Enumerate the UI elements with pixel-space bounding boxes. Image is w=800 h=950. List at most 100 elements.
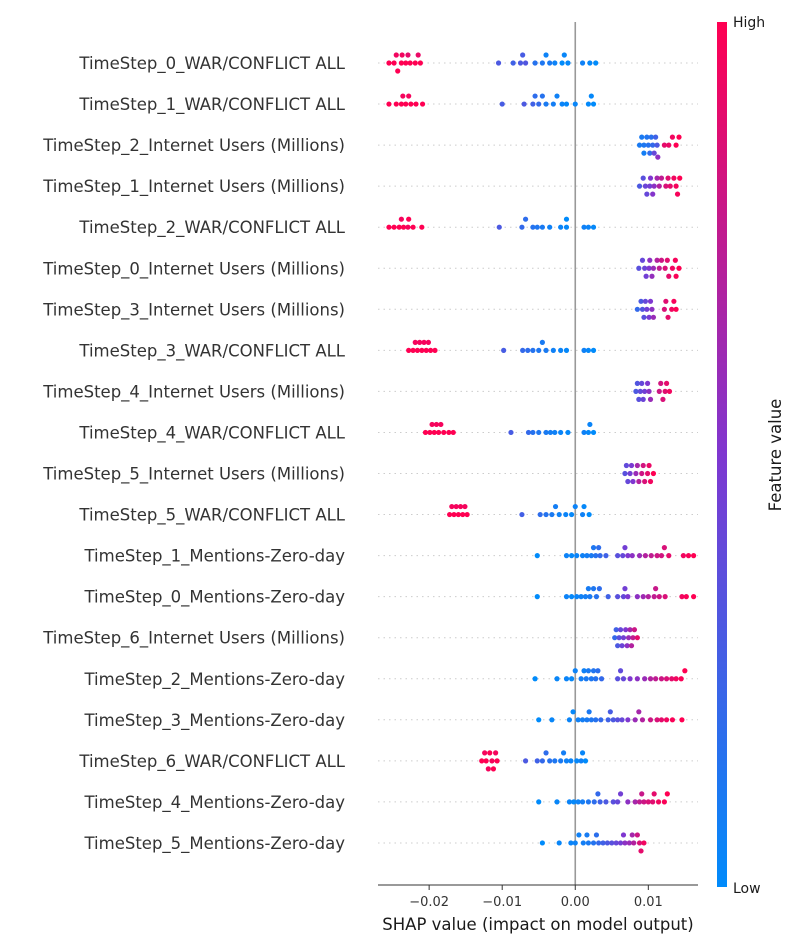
shap-point: [552, 60, 558, 66]
shap-point: [615, 553, 621, 559]
shap-point: [559, 101, 565, 107]
shap-point: [522, 758, 529, 764]
shap-point: [495, 60, 502, 66]
shap-point: [536, 799, 542, 805]
colorbar-high-label: High: [733, 15, 765, 31]
shap-point: [585, 347, 592, 353]
shap-point: [641, 314, 647, 320]
shap-point: [620, 594, 627, 600]
shap-point: [558, 224, 564, 230]
shap-point: [433, 421, 440, 428]
shap-point: [588, 553, 594, 559]
shap-point: [646, 314, 652, 320]
shap-point: [549, 511, 555, 518]
shap-point: [662, 388, 668, 394]
shap-point: [585, 586, 592, 592]
shap-point: [563, 511, 569, 518]
shap-point: [587, 60, 593, 66]
shap-point: [644, 306, 650, 312]
points-layer: [386, 52, 697, 854]
shap-point: [613, 840, 619, 846]
x-tick-label: 0.00: [561, 895, 590, 910]
shap-point: [429, 421, 435, 428]
feature-label: TimeStep_5_WAR/CONFLICT ALL: [78, 506, 345, 526]
shap-point: [578, 676, 584, 682]
shap-point: [520, 52, 526, 58]
shap-point: [639, 717, 646, 723]
shap-point: [640, 396, 646, 402]
shap-point: [536, 717, 542, 723]
shap-point: [483, 758, 489, 764]
shap-point: [579, 750, 586, 756]
shap-point: [677, 175, 683, 181]
shap-point: [413, 101, 419, 107]
shap-point: [593, 594, 600, 600]
feature-label: TimeStep_3_Internet Users (Millions): [42, 300, 345, 320]
shap-point: [673, 183, 679, 189]
shap-point: [578, 594, 584, 600]
shap-point: [595, 791, 601, 797]
shap-point: [669, 265, 676, 271]
shap-point: [536, 347, 542, 353]
shap-point: [446, 429, 452, 436]
shap-point: [547, 60, 553, 66]
shap-point: [568, 758, 574, 764]
shap-point: [579, 799, 586, 805]
shap-point: [510, 60, 516, 66]
shap-point: [410, 224, 416, 230]
shap-point: [676, 265, 682, 271]
shap-point: [640, 594, 646, 600]
shap-point: [642, 553, 648, 559]
feature-label: TimeStep_5_Internet Users (Millions): [42, 465, 345, 485]
shap-point: [658, 676, 665, 682]
shap-point: [558, 758, 564, 764]
shap-point: [685, 553, 692, 559]
shap-point: [525, 347, 531, 353]
shap-point: [667, 183, 673, 189]
shap-point: [596, 586, 602, 592]
x-ticks: −0.02 −0.01 0.00 0.01: [409, 885, 663, 910]
shap-point: [650, 799, 656, 805]
shap-point: [615, 643, 621, 649]
shap-point: [615, 594, 621, 600]
shap-point: [642, 676, 648, 682]
shap-point: [664, 257, 670, 263]
shap-point: [585, 799, 592, 805]
shap-point: [644, 470, 651, 477]
shap-point: [558, 429, 564, 436]
shap-point: [550, 347, 556, 353]
shap-point: [655, 799, 662, 805]
shap-point: [625, 717, 631, 723]
shap-point: [423, 347, 429, 353]
shap-point: [543, 429, 549, 436]
shap-point: [585, 668, 592, 674]
shap-point: [663, 183, 669, 189]
shap-point: [494, 758, 500, 764]
shap-point: [479, 758, 485, 764]
shap-point: [460, 511, 466, 518]
shap-point: [578, 758, 584, 764]
shap-point: [563, 594, 570, 600]
shap-point: [543, 511, 549, 518]
shap-point: [647, 183, 653, 189]
shap-point: [455, 511, 461, 518]
shap-point: [393, 52, 399, 58]
shap-point: [636, 553, 643, 559]
shap-point: [590, 224, 597, 230]
shap-point: [587, 594, 593, 600]
shap-point: [610, 799, 616, 805]
shap-point: [671, 175, 677, 181]
colorbar-low-label: Low: [733, 881, 761, 897]
shap-point: [620, 832, 627, 838]
shap-point: [588, 717, 594, 723]
shap-point: [563, 101, 570, 107]
shap-point: [656, 183, 662, 189]
shap-point: [627, 470, 633, 477]
feature-label: TimeStep_0_Internet Users (Millions): [42, 259, 345, 279]
shap-point: [645, 142, 651, 148]
shap-point: [412, 339, 418, 345]
shap-point: [647, 175, 654, 181]
shap-point: [422, 429, 429, 436]
shap-point: [663, 676, 670, 682]
